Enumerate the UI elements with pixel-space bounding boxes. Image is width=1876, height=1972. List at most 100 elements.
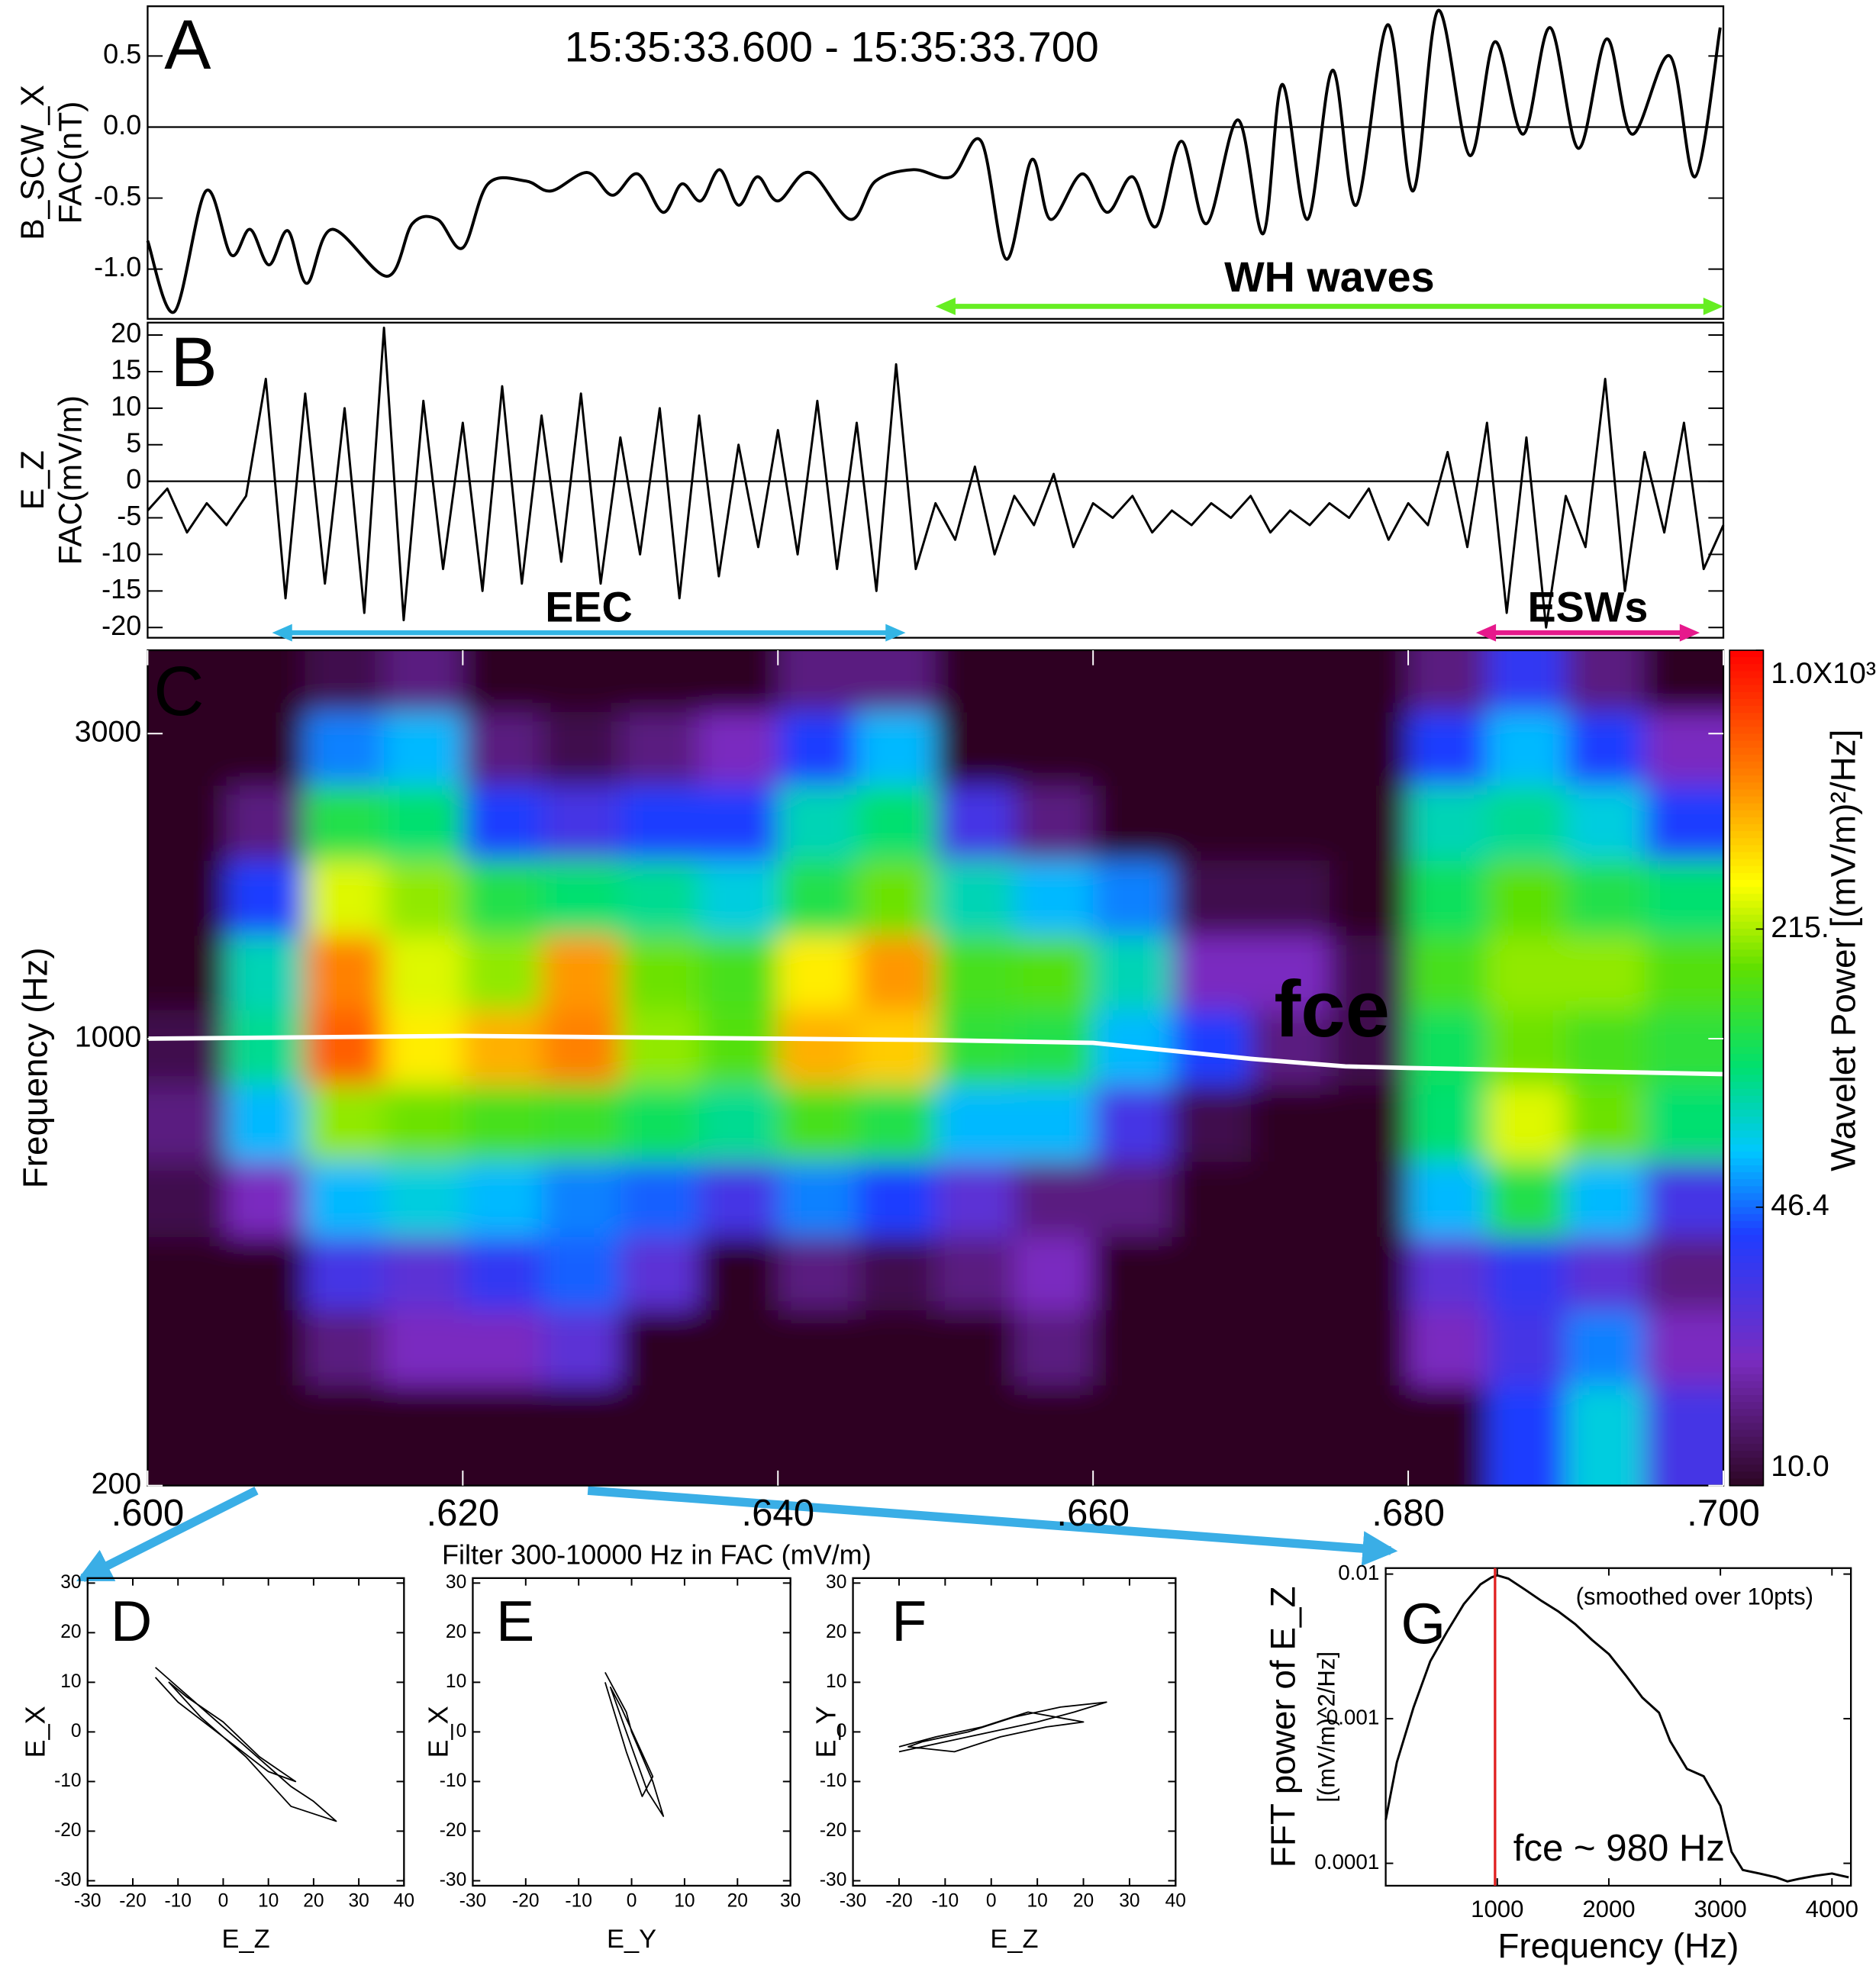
- colorbar-step: [1729, 1012, 1764, 1020]
- colorbar-step: [1729, 1311, 1764, 1320]
- heat-cell: [935, 859, 1015, 936]
- hodogram-trace: [604, 1671, 665, 1817]
- y-tick-label: 30: [826, 1572, 846, 1593]
- heat-cell: [778, 711, 858, 786]
- colorbar-step: [1729, 1471, 1764, 1480]
- x-tick-label: -30: [840, 1891, 867, 1912]
- heat-cell: [384, 650, 464, 713]
- colorbar-step: [1729, 1102, 1764, 1111]
- colorbar-step: [1729, 907, 1764, 916]
- annotation: fce ~ 980 Hz: [1513, 1828, 1725, 1869]
- heat-cell: [541, 935, 621, 1010]
- heat-cell: [1487, 1236, 1567, 1311]
- colorbar-step: [1729, 1207, 1764, 1215]
- heat-cell: [856, 1236, 936, 1311]
- y-tick-label: 0: [71, 1721, 82, 1742]
- plot-frame: [1384, 1567, 1852, 1887]
- x-tick-label: 10: [258, 1891, 279, 1912]
- colorbar-step: [1729, 803, 1764, 811]
- x-tick-label: .600: [111, 1493, 185, 1534]
- heat-cell: [856, 1010, 936, 1086]
- y-tick-label: -10: [440, 1771, 467, 1791]
- heat-cell: [1172, 1384, 1252, 1486]
- y-tick-label: -15: [102, 573, 141, 604]
- y-tick-label: 0.0: [103, 109, 141, 140]
- y-tick-label: 30: [60, 1572, 81, 1593]
- x-tick-label: 0: [627, 1891, 637, 1912]
- panel-letter: G: [1401, 1591, 1446, 1655]
- colorbar-step: [1729, 1395, 1764, 1403]
- heat-cell: [1093, 650, 1173, 713]
- heat-cell: [1329, 785, 1409, 861]
- heat-cell: [463, 1384, 543, 1486]
- heat-cell: [1250, 935, 1330, 1010]
- heat-cell: [856, 785, 936, 861]
- heat-cell: [1565, 1310, 1646, 1386]
- colorbar-step: [1729, 936, 1764, 944]
- hodogram-trace: [154, 1667, 337, 1822]
- heat-cell: [1565, 1236, 1646, 1311]
- y-tick-label: 0: [836, 1721, 847, 1742]
- heat-cell: [1644, 1161, 1724, 1237]
- colorbar-step: [1729, 1478, 1764, 1487]
- heat-cell: [226, 1310, 306, 1386]
- colorbar-step: [1729, 928, 1764, 937]
- heat-cell: [935, 785, 1015, 861]
- heat-cell: [699, 1010, 779, 1086]
- heat-cell: [384, 1310, 464, 1386]
- colorbar-step: [1729, 1110, 1764, 1118]
- annotation: (smoothed over 10pts): [1576, 1583, 1813, 1610]
- x-tick-label: -10: [164, 1891, 192, 1912]
- heat-cell: [935, 1310, 1015, 1386]
- colorbar-step: [1729, 1429, 1764, 1438]
- colorbar-step: [1729, 1213, 1764, 1222]
- heatmap-cells: [147, 650, 1724, 1486]
- x-tick-label: 2000: [1582, 1896, 1635, 1922]
- x-axis-label: Frequency (Hz): [1497, 1925, 1739, 1965]
- colorbar-step: [1729, 1255, 1764, 1264]
- heat-cell: [1250, 859, 1330, 936]
- y-axis-label: E_Y: [810, 1706, 841, 1758]
- chart-title: 15:35:33.600 - 15:35:33.700: [565, 23, 1099, 70]
- colorbar-step: [1729, 942, 1764, 951]
- colorbar-step: [1729, 720, 1764, 728]
- heat-cell: [305, 1084, 385, 1162]
- heat-cell: [778, 1161, 858, 1237]
- heat-cell: [147, 1010, 227, 1086]
- x-tick-label: 0: [986, 1891, 997, 1912]
- heat-cell: [778, 859, 858, 936]
- colorbar-step: [1729, 880, 1764, 888]
- heat-cell: [1644, 711, 1724, 786]
- range-label: EEC: [545, 583, 633, 630]
- panel-letter: B: [170, 324, 217, 401]
- colorbar-step: [1729, 1402, 1764, 1410]
- heat-cell: [1565, 935, 1646, 1010]
- heat-cell: [463, 859, 543, 936]
- colorbar-step: [1729, 949, 1764, 958]
- heat-cell: [384, 785, 464, 861]
- colorbar-step: [1729, 921, 1764, 930]
- colorbar-step: [1729, 914, 1764, 923]
- data-line: [146, 8, 1722, 314]
- heat-cell: [856, 1084, 936, 1162]
- colorbar-step: [1729, 859, 1764, 867]
- x-axis-label: E_Z: [222, 1925, 270, 1954]
- heat-cell: [1565, 1084, 1646, 1162]
- heat-cell: [1408, 650, 1488, 713]
- colorbar-step: [1729, 852, 1764, 860]
- y-tick-label: 0: [126, 463, 141, 495]
- heat-cell: [935, 650, 1015, 713]
- arrow-head: [1703, 297, 1724, 315]
- fce-line: [147, 1033, 1724, 1077]
- y-tick-label: -0.5: [94, 180, 141, 211]
- colorbar-step: [1729, 845, 1764, 853]
- heat-cell: [1172, 1084, 1252, 1162]
- heat-cell: [1487, 935, 1567, 1010]
- colorbar-step: [1729, 865, 1764, 874]
- colorbar-step: [1729, 1339, 1764, 1348]
- heat-cell: [226, 1161, 306, 1237]
- plot-frame: [147, 649, 1725, 1487]
- heat-cell: [1565, 650, 1646, 713]
- colorbar-step: [1729, 1269, 1764, 1278]
- heat-cell: [384, 859, 464, 936]
